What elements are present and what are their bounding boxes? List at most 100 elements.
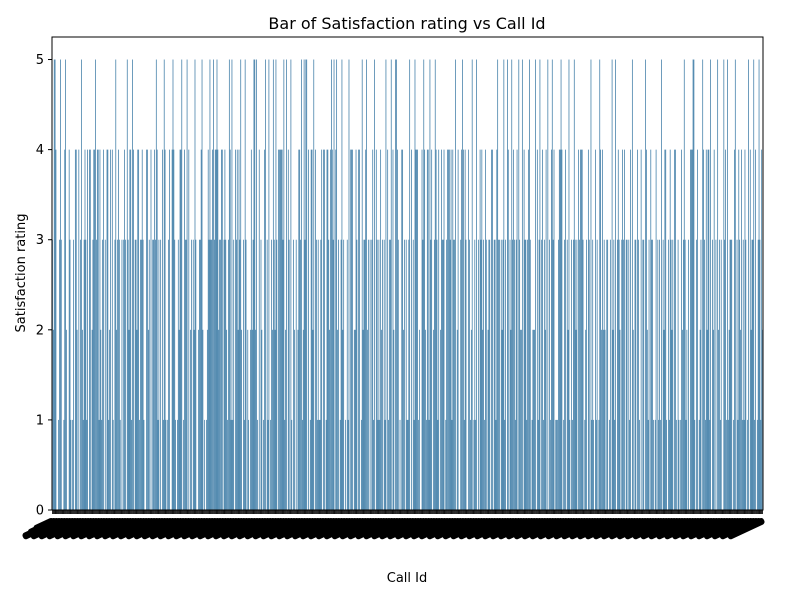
bar <box>603 239 605 511</box>
bar <box>703 149 704 510</box>
bar <box>89 149 90 510</box>
bar <box>369 239 371 511</box>
bar <box>99 149 101 510</box>
bar <box>251 329 253 510</box>
bar <box>385 59 387 511</box>
bar <box>390 59 392 511</box>
bar <box>651 239 653 511</box>
bar <box>532 329 534 510</box>
bar <box>218 329 220 510</box>
bar <box>429 59 431 511</box>
bar <box>543 239 545 511</box>
bar <box>351 149 352 510</box>
bar <box>378 239 380 511</box>
bar <box>313 59 315 511</box>
bar <box>214 149 216 510</box>
bar <box>89 149 91 510</box>
bar <box>470 329 472 510</box>
bar <box>489 239 491 511</box>
bar <box>235 149 236 510</box>
bar <box>270 419 272 510</box>
bar <box>153 239 154 511</box>
bar <box>561 149 563 510</box>
bar <box>559 149 561 510</box>
bar <box>278 149 279 510</box>
bar <box>333 59 335 511</box>
bar <box>291 419 293 510</box>
bar <box>565 149 566 510</box>
bar <box>330 149 331 510</box>
bar <box>675 149 676 510</box>
bar <box>371 239 373 511</box>
bar <box>213 59 214 511</box>
bar <box>697 149 698 510</box>
bar <box>115 59 117 511</box>
bar <box>514 239 515 511</box>
bar <box>250 329 251 510</box>
bar <box>265 59 266 511</box>
bar <box>680 419 682 510</box>
bar <box>557 419 558 510</box>
bar <box>304 239 306 511</box>
bar <box>316 419 318 510</box>
bar <box>510 329 512 510</box>
bar <box>684 239 686 511</box>
bar <box>615 59 616 511</box>
bar <box>595 419 597 510</box>
bar <box>411 149 412 510</box>
bar <box>413 419 415 510</box>
bar <box>584 419 586 510</box>
bar <box>715 239 717 511</box>
bar <box>728 329 730 510</box>
bar <box>534 329 536 510</box>
y-tick-label: 1 <box>36 413 44 428</box>
bar <box>527 239 528 511</box>
bar <box>162 149 163 510</box>
bar <box>248 419 250 510</box>
bar <box>482 329 484 510</box>
bar <box>343 239 345 511</box>
bar <box>388 419 389 510</box>
bar <box>367 329 368 510</box>
bar <box>727 419 729 510</box>
bar <box>383 239 385 511</box>
bar <box>625 239 627 511</box>
bar <box>279 149 280 510</box>
bar <box>521 329 522 510</box>
bar <box>690 149 692 510</box>
x-tick-labels <box>22 510 765 540</box>
bar <box>299 149 301 510</box>
bar <box>397 239 399 511</box>
bar <box>379 419 381 510</box>
bar <box>73 239 74 511</box>
bar <box>740 329 741 510</box>
bar <box>142 239 144 511</box>
bar <box>734 59 736 511</box>
bar <box>98 419 100 510</box>
bar <box>293 239 294 511</box>
bar <box>750 329 752 510</box>
bar <box>63 419 65 510</box>
bar <box>229 149 231 510</box>
bar <box>423 59 425 511</box>
bar <box>569 419 571 510</box>
bar <box>207 149 209 510</box>
bar <box>397 149 398 510</box>
bar <box>317 239 319 511</box>
bar <box>629 419 631 510</box>
bar <box>175 419 176 510</box>
bar <box>426 419 427 510</box>
bar <box>331 149 333 510</box>
bar <box>181 59 183 511</box>
bar <box>536 149 538 510</box>
bar <box>118 149 119 510</box>
bar <box>596 239 598 511</box>
bar <box>692 59 694 511</box>
bar <box>614 419 616 510</box>
bar <box>694 419 696 510</box>
bar <box>588 239 590 511</box>
bar <box>453 239 455 511</box>
bar <box>638 239 639 511</box>
bar <box>440 329 441 510</box>
bar <box>76 329 78 510</box>
